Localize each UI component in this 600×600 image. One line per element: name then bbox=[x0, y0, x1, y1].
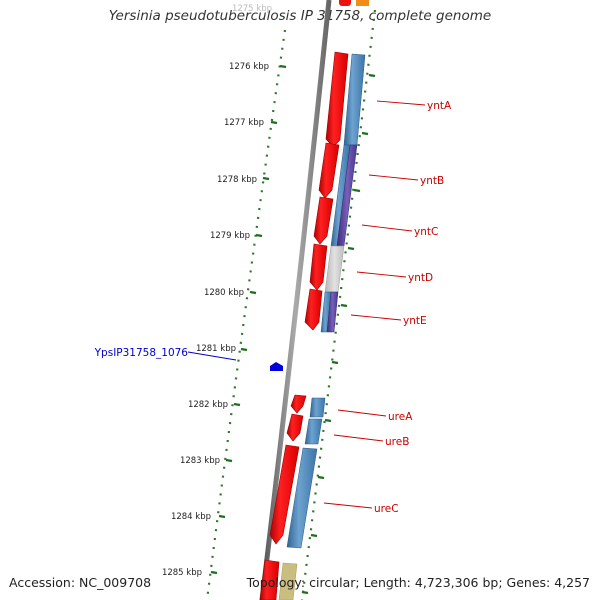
cds-arrow[interactable] bbox=[339, 0, 351, 6]
cds-arrow-yntE[interactable] bbox=[304, 288, 323, 331]
cds-arrow-ureB[interactable] bbox=[286, 413, 304, 442]
cog-bar[interactable] bbox=[326, 291, 339, 333]
gene-label-ureB[interactable]: ureB bbox=[385, 436, 409, 448]
feature-marker[interactable] bbox=[270, 362, 283, 371]
gene-label-yntE[interactable]: yntE bbox=[403, 315, 427, 327]
ruler-label: 1281 kbp bbox=[196, 344, 236, 354]
cds-arrow-yntA[interactable] bbox=[325, 51, 349, 148]
topology-text: Topology: circular; Length: 4,723,306 bp… bbox=[246, 575, 590, 590]
map-title: Yersinia pseudotuberculosis IP 31758, co… bbox=[108, 8, 492, 24]
ruler-label: 1278 kbp bbox=[217, 175, 257, 185]
cog-bar[interactable] bbox=[286, 447, 318, 549]
cog-bar[interactable] bbox=[356, 0, 369, 6]
genome-backbone bbox=[259, 0, 332, 600]
gene-label-yntC[interactable]: yntC bbox=[414, 226, 438, 238]
ruler-ticks bbox=[210, 64, 287, 575]
cds-arrow-ureA[interactable] bbox=[290, 394, 307, 414]
gene-label-ureA[interactable]: ureA bbox=[388, 411, 413, 423]
cog-bar[interactable] bbox=[309, 397, 326, 418]
ruler-label: 1277 kbp bbox=[224, 118, 264, 128]
cds-arrow-ureC[interactable] bbox=[269, 444, 300, 545]
ruler-label: 1280 kbp bbox=[204, 288, 244, 298]
ruler-label: 1282 kbp bbox=[188, 400, 228, 410]
cog-bar[interactable] bbox=[324, 245, 345, 293]
ruler-label: 1279 kbp bbox=[210, 231, 250, 241]
cog-bar[interactable] bbox=[278, 562, 298, 600]
cog-track bbox=[278, 53, 366, 600]
ruler-label: 1276 kbp bbox=[229, 62, 269, 72]
cds-arrow[interactable] bbox=[259, 559, 280, 600]
cds-arrow-yntC[interactable] bbox=[313, 196, 334, 245]
cog-bar[interactable] bbox=[304, 418, 323, 445]
gene-label-yntB[interactable]: yntB bbox=[420, 175, 444, 187]
feature-label[interactable]: YpsIP31758_1076 bbox=[94, 347, 189, 359]
feature-track-ticks bbox=[301, 73, 376, 595]
feature-label-line bbox=[187, 351, 237, 361]
cog-bar[interactable] bbox=[343, 53, 366, 146]
cds-arrow-yntD[interactable] bbox=[309, 243, 328, 291]
cds-arrow-yntB[interactable] bbox=[318, 142, 340, 199]
gene-label-yntD[interactable]: yntD bbox=[408, 272, 433, 284]
ruler-label: 1283 kbp bbox=[180, 456, 220, 466]
ruler-label: 1275 kbp bbox=[232, 4, 272, 14]
cds-track bbox=[259, 51, 349, 600]
gene-label-ureC[interactable]: ureC bbox=[374, 503, 399, 515]
gene-label-yntA[interactable]: yntA bbox=[427, 100, 452, 112]
ruler-label: 1284 kbp bbox=[171, 512, 211, 522]
ruler-label: 1285 kbp bbox=[162, 568, 202, 578]
gene-label-lines bbox=[323, 100, 426, 509]
accession-text: Accession: NC_009708 bbox=[9, 575, 152, 590]
